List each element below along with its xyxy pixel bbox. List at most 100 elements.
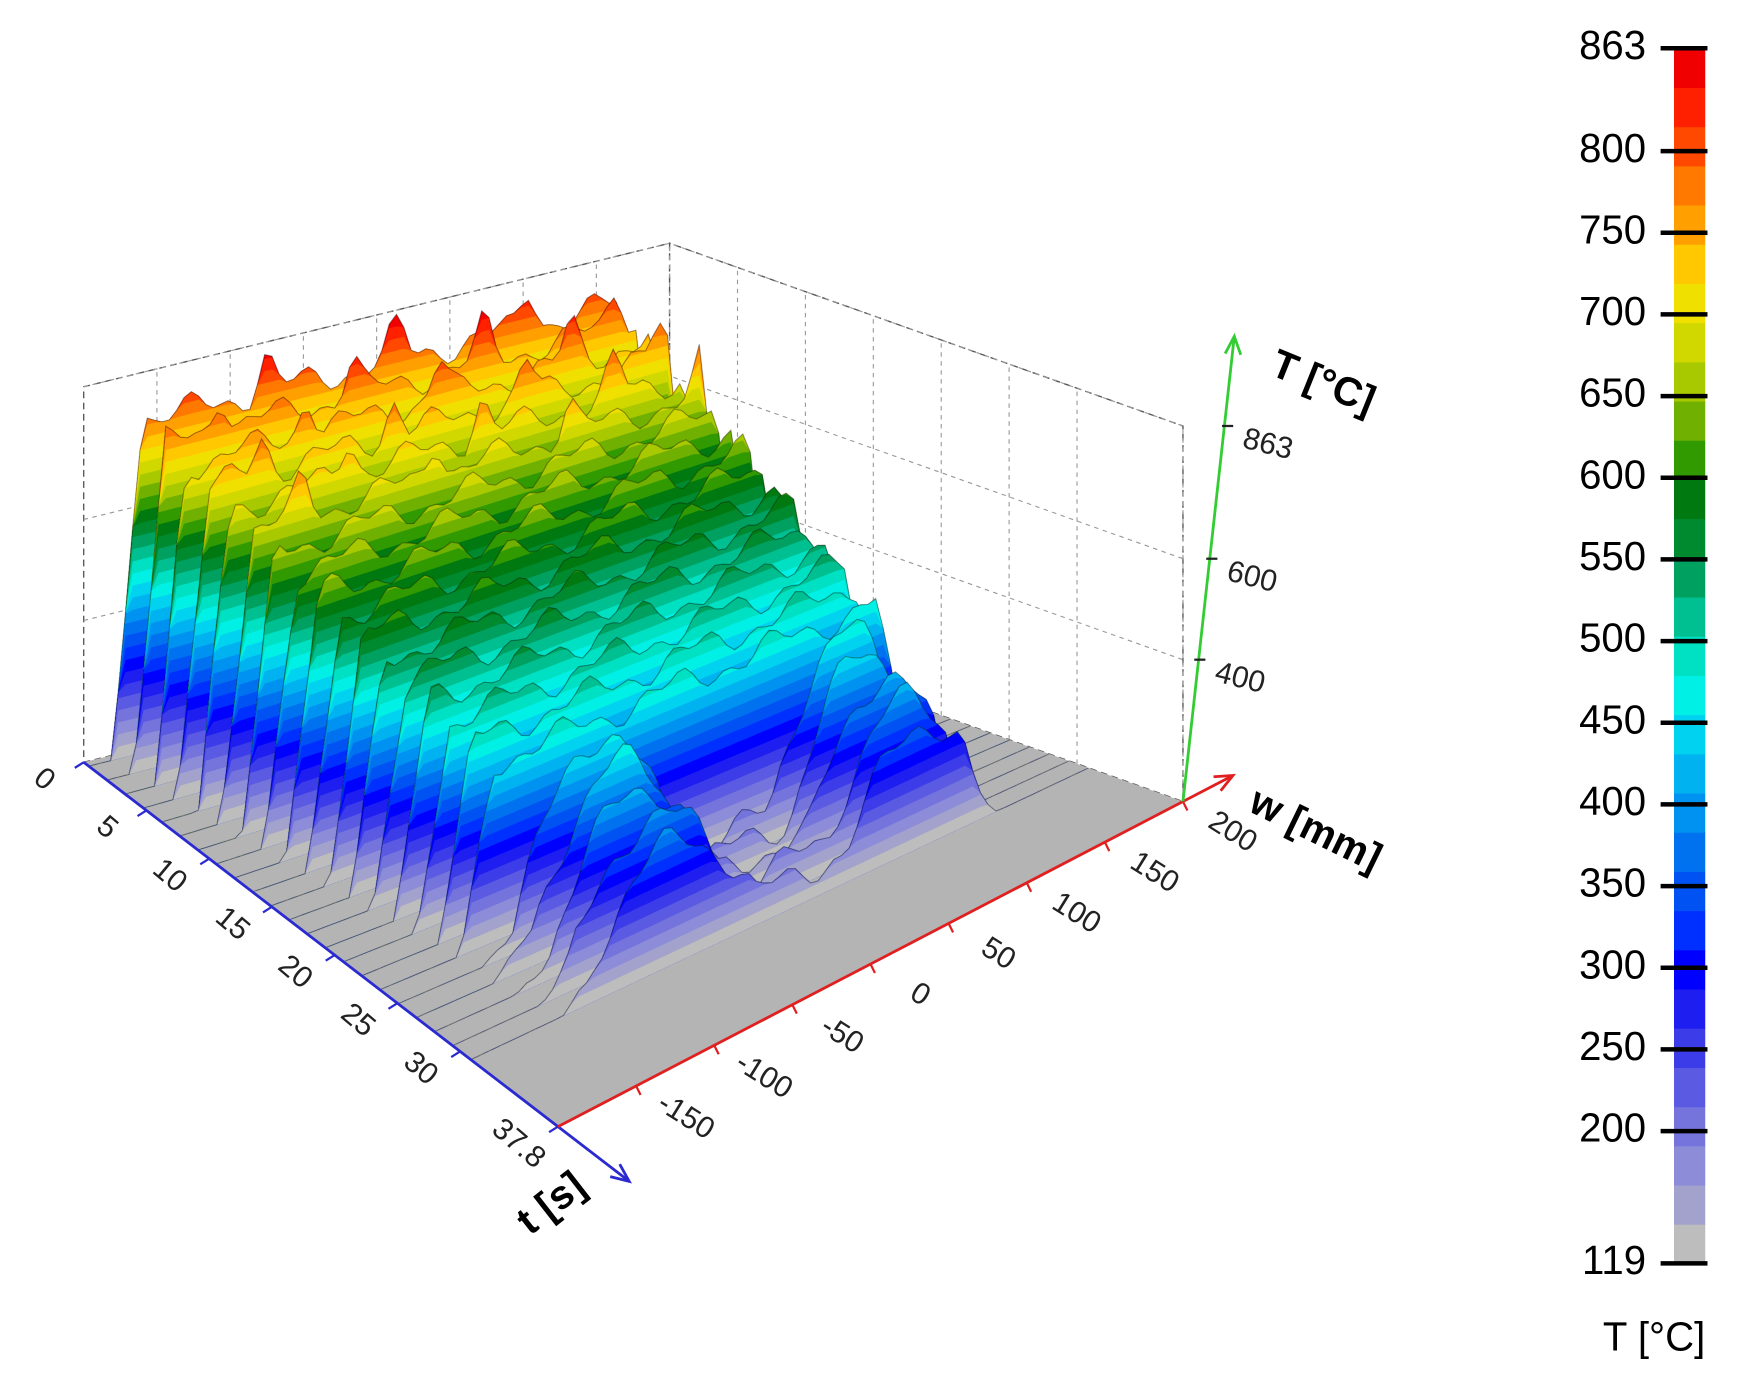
colorbar-band [1673, 204, 1706, 245]
w-tick [791, 1004, 798, 1015]
surface-edge [88, 293, 676, 767]
colorbar-band [1673, 322, 1706, 363]
colorbar-band [1673, 910, 1706, 951]
colorbar-band [1673, 126, 1706, 167]
t-tick-label: 5 [90, 809, 124, 845]
surface-edge [215, 429, 814, 865]
t-tick [548, 1125, 559, 1134]
surface-band [470, 767, 1089, 1060]
surface-edge [379, 597, 991, 991]
colorbar-band [1673, 1106, 1706, 1147]
colorbar-band [1673, 48, 1706, 88]
t-tick-label: 30 [398, 1045, 445, 1092]
surface-edge [197, 408, 794, 851]
grid-line [83, 242, 1184, 427]
colorbar-tick-label: 119 [1582, 1238, 1646, 1283]
w-tick [869, 963, 876, 974]
t-tick [199, 857, 210, 866]
w-tick-label: 150 [1125, 845, 1185, 900]
grid-line [83, 476, 1184, 661]
colorbar-tick-label: 400 [1579, 779, 1646, 824]
t-tick-label: 25 [335, 997, 382, 1044]
colorbar-band [1673, 87, 1706, 128]
colorbar-band [1673, 988, 1706, 1029]
colorbar-tick-label: 700 [1579, 289, 1646, 334]
colorbar-band [1673, 675, 1706, 716]
colorbar-band [1673, 1224, 1706, 1264]
z-axis-arrow [1223, 332, 1243, 356]
surface-edge [143, 321, 735, 809]
z-axis [1181, 336, 1236, 802]
t-tick-label: 15 [209, 900, 256, 947]
colorbar-tick-label: 863 [1579, 23, 1646, 68]
colorbar-band [1673, 283, 1706, 324]
w-tick [1181, 801, 1189, 811]
t-tick-label: 0 [28, 761, 62, 797]
surface-band [434, 753, 1050, 1032]
surface-edge [470, 725, 1089, 1061]
t-tick [450, 1050, 461, 1058]
w-axis-arrow [1213, 773, 1237, 792]
w-tick-label: 50 [976, 931, 1022, 977]
z-axis-title: T [°C] [1265, 341, 1382, 423]
w-tick-label: -150 [652, 1086, 721, 1146]
colorbar-tick-label: 300 [1579, 942, 1646, 987]
w-tick-label: 100 [1047, 885, 1107, 940]
colorbar-band [1673, 479, 1706, 520]
colorbar-tick-label: 600 [1579, 452, 1646, 497]
t-tick [325, 954, 336, 962]
t-axis [82, 761, 630, 1183]
surface-edge [288, 492, 892, 921]
colorbar-tick-label: 450 [1579, 697, 1646, 742]
t-tick [136, 809, 148, 818]
t-axis-title: t [s] [508, 1162, 594, 1243]
z-tick-label: 400 [1212, 656, 1269, 700]
colorbar-band [1673, 871, 1706, 912]
colorbar-tick-label: 250 [1579, 1024, 1646, 1069]
colorbar-band [1673, 1145, 1706, 1186]
w-tick [635, 1085, 642, 1096]
colorbar-tick-label: 350 [1579, 861, 1646, 906]
colorbar-band [1673, 832, 1706, 872]
w-tick-label: 0 [905, 976, 937, 1013]
colorbar-tick-label: 800 [1579, 126, 1646, 171]
surface-edge [306, 528, 912, 935]
t-tick [387, 1002, 398, 1010]
w-tick [1103, 841, 1111, 852]
colorbar-band [1673, 400, 1706, 441]
t-tick-label: 37.8 [486, 1112, 552, 1175]
surface-edge [270, 486, 873, 907]
colorbar-band [1673, 596, 1706, 637]
z-tick-label: 863 [1240, 422, 1297, 466]
colorbar-band [1673, 440, 1706, 480]
colorbar-band [1673, 557, 1706, 598]
t-tick-label: 10 [147, 852, 194, 899]
w-axis-title: w [mm] [1242, 778, 1389, 881]
surface [88, 293, 1089, 1061]
surface-edge [234, 432, 833, 879]
surface-edge [252, 467, 853, 893]
colorbar-band [1673, 244, 1706, 284]
colorbar-title: T [°C] [1603, 1314, 1705, 1359]
colorbar-tick-label: 550 [1579, 534, 1646, 579]
grid-line [83, 375, 1184, 560]
colorbar-band [1673, 1067, 1706, 1108]
colorbar-band [1673, 1184, 1706, 1225]
surface-edge [106, 296, 695, 781]
surface-edge [179, 344, 774, 837]
surface-edge [343, 553, 951, 963]
t-tick [262, 905, 273, 914]
surface-band [343, 718, 951, 962]
z-tick-label: 600 [1224, 555, 1281, 599]
w-tick-label: -100 [730, 1045, 799, 1105]
w-tick [947, 922, 955, 933]
t-tick-label: 20 [272, 948, 319, 995]
w-tick [1025, 882, 1033, 893]
w-tick [713, 1044, 720, 1055]
surface-edge [124, 314, 715, 795]
colorbar-band [1673, 753, 1706, 794]
colorbar-band [1673, 518, 1706, 559]
